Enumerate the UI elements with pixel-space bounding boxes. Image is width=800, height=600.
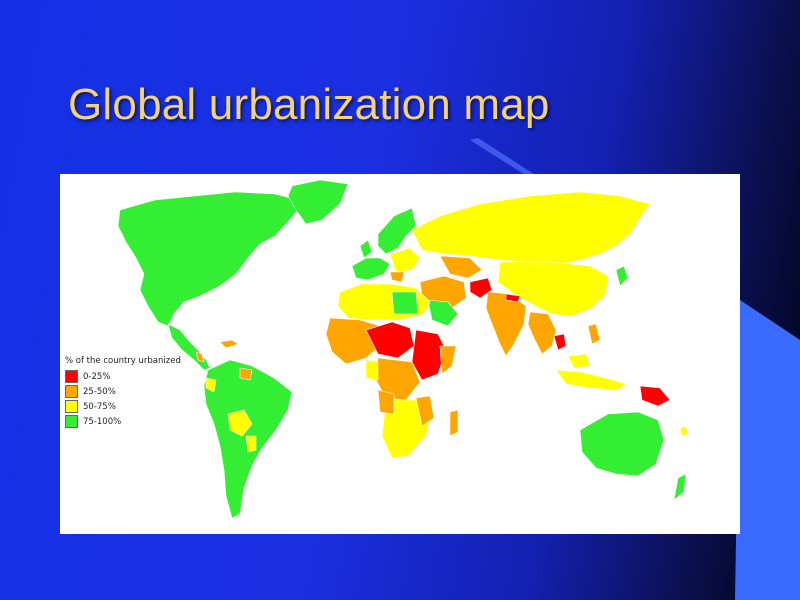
region-greenland (287, 179, 349, 225)
legend-item-50-75: 50-75% (65, 399, 181, 414)
region-pacific-islands (679, 425, 689, 437)
region-madagascar (449, 409, 459, 437)
legend-label: 0-25% (83, 371, 111, 382)
legend-item-25-50: 25-50% (65, 384, 181, 399)
legend-label: 50-75% (83, 401, 116, 412)
region-malaysia (567, 353, 591, 369)
region-paraguay (245, 435, 257, 453)
map-legend: % of the country urbanized 0-25% 25-50% … (65, 356, 181, 429)
region-central-asia (439, 255, 483, 279)
region-eastern-europe (389, 247, 421, 273)
legend-item-0-25: 0-25% (65, 369, 181, 384)
region-saudi (427, 299, 459, 327)
region-guiana (239, 367, 253, 381)
region-indonesia (555, 369, 627, 391)
region-angola (377, 389, 395, 415)
region-somalia (439, 345, 457, 375)
legend-swatch (65, 385, 78, 398)
region-gabon (365, 359, 379, 381)
region-cambodia (553, 333, 567, 351)
region-balkans (389, 271, 405, 283)
region-uk (359, 239, 373, 259)
region-southeast-asia (527, 311, 557, 355)
legend-label: 75-100% (83, 416, 122, 427)
region-india (485, 291, 527, 357)
region-central-orange (195, 351, 205, 363)
decor-streak (470, 138, 540, 178)
region-philippines (587, 323, 601, 345)
legend-item-75-100: 75-100% (65, 414, 181, 429)
region-australia (579, 411, 665, 477)
region-caribbean (219, 339, 239, 349)
legend-label: 25-50% (83, 386, 116, 397)
region-japan (615, 265, 629, 287)
legend-swatch (65, 400, 78, 413)
region-nepal (505, 293, 521, 303)
region-ecuador (205, 377, 217, 393)
slide-title: Global urbanization map (68, 80, 550, 129)
world-map-svg (117, 179, 689, 519)
region-china (497, 261, 609, 317)
region-russia (411, 191, 651, 265)
region-afghanistan (469, 277, 493, 299)
region-papua (639, 385, 671, 407)
region-north-america (117, 191, 306, 327)
region-mozambique (415, 395, 435, 427)
legend-title: % of the country urbanized (65, 356, 181, 366)
region-libya (391, 291, 419, 315)
world-map: % of the country urbanized 0-25% 25-50% … (60, 174, 740, 534)
region-western-europe (351, 257, 391, 281)
region-new-zealand (673, 473, 687, 501)
region-bolivia (227, 409, 253, 437)
legend-swatch (65, 370, 78, 383)
region-scandinavia (377, 207, 417, 255)
legend-swatch (65, 415, 78, 428)
decor-shape-right (735, 300, 800, 600)
